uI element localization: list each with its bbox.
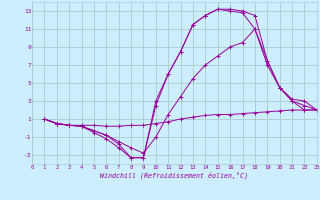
X-axis label: Windchill (Refroidissement éolien,°C): Windchill (Refroidissement éolien,°C) xyxy=(100,172,248,179)
